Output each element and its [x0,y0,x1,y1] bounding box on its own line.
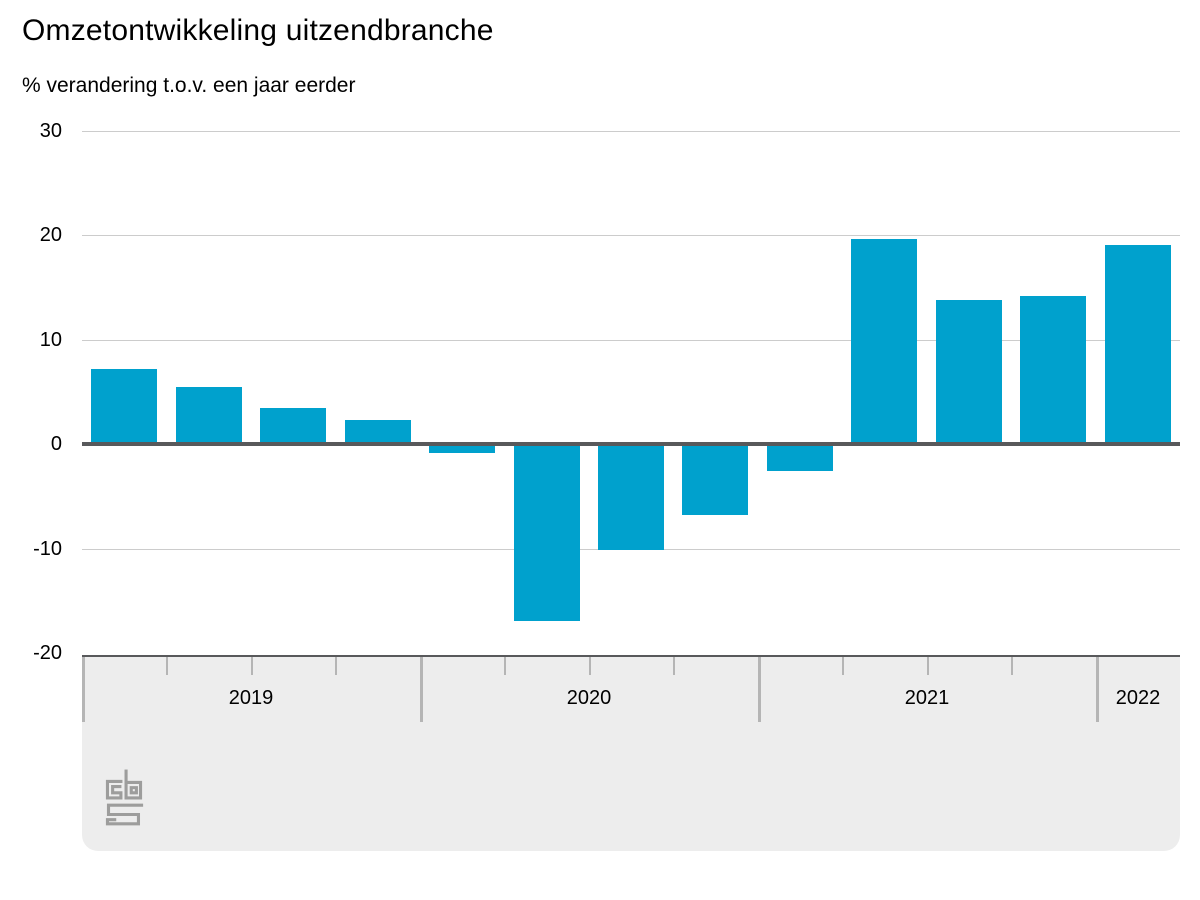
gridline [82,235,1180,236]
quarter-tick [251,657,253,675]
quarter-tick [335,657,337,675]
bar-2021-q2 [851,239,917,446]
cbs-logo [105,769,144,826]
year-tick [82,657,85,722]
bar-2020-q1 [429,442,495,453]
quarter-tick [1011,657,1013,675]
quarter-tick [673,657,675,675]
chart-subtitle: % verandering t.o.v. een jaar eerder [22,74,356,97]
bar-2019-q4 [345,420,411,446]
bar-2019-q1 [91,369,157,446]
bar-2020-q2 [514,442,580,621]
year-tick [758,657,761,722]
y-axis-label: -20 [33,642,62,664]
quarter-tick [842,657,844,675]
x-axis-year-label: 2022 [1115,687,1161,709]
bar-2019-q2 [176,387,242,446]
gridline [82,131,1180,132]
year-tick [1096,657,1099,722]
bar-2020-q3 [598,442,664,550]
year-tick [420,657,423,722]
quarter-tick [504,657,506,675]
quarter-tick [927,657,929,675]
y-axis-label: 20 [39,224,62,246]
cbs-logo-strokes [105,769,144,826]
y-axis-label: 10 [39,329,62,351]
bar-2022-q1 [1105,245,1171,446]
bar-2019-q3 [260,408,326,446]
chart-title: Omzetontwikkeling uitzendbranche [22,14,494,47]
x-axis-year-label: 2021 [904,687,950,709]
x-axis-band [82,655,1180,851]
y-axis-label: 0 [50,433,62,455]
bar-2021-q4 [1020,296,1086,446]
quarter-tick [166,657,168,675]
bar-2020-q4 [682,442,748,515]
zero-line [82,442,1180,446]
gridline [82,340,1180,341]
x-axis-year-label: 2019 [228,687,274,709]
bar-2021-q3 [936,300,1002,446]
bar-2021-q1 [767,442,833,471]
y-axis-label: 30 [39,120,62,142]
y-axis-label: -10 [33,538,62,560]
quarter-tick [589,657,591,675]
x-axis-year-label: 2020 [566,687,612,709]
